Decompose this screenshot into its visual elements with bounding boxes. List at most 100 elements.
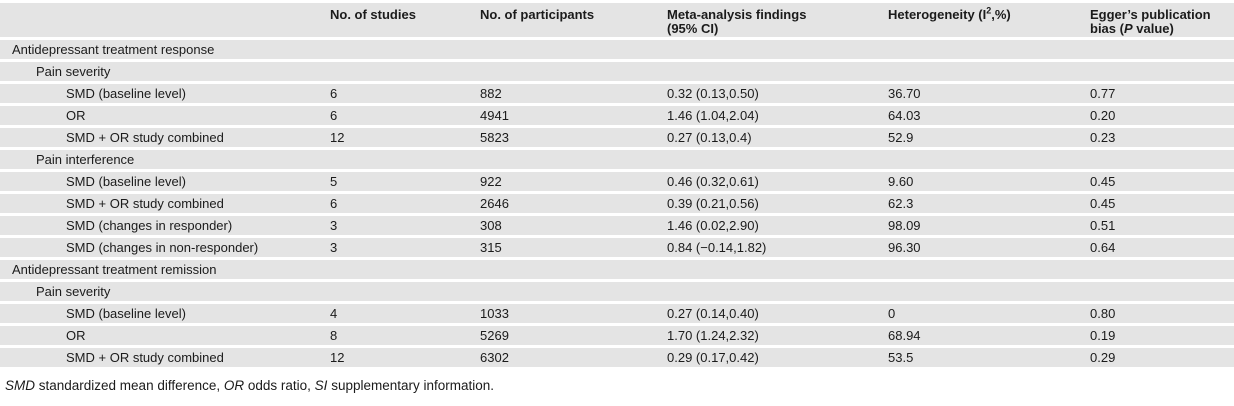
cell-meta-analysis-findings: 0.29 (0.17,0.42)	[667, 348, 888, 367]
cell-no-of-participants: 922	[480, 172, 667, 191]
col-header-no-of-studies: No. of studies	[330, 3, 480, 37]
cell-meta-analysis-findings	[667, 62, 888, 81]
cell-heterogeneity	[888, 260, 1090, 279]
section-row: Pain severity	[0, 62, 1234, 81]
table-row: SMD + OR study combined 6 2646 0.39 (0.21,0…	[0, 194, 1234, 213]
cell-egger-p-value: 0.45	[1090, 194, 1234, 213]
p-value-italic: P	[1123, 21, 1133, 36]
col-header-row-label	[0, 3, 330, 37]
header-findings-line1: Meta-analysis findings	[667, 7, 807, 22]
cell-heterogeneity	[888, 150, 1090, 169]
cell-heterogeneity: 36.70	[888, 84, 1090, 103]
table-row: OR 6 4941 1.46 (1.04,2.04) 64.03 0.20	[0, 106, 1234, 125]
cell-egger-p-value: 0.51	[1090, 216, 1234, 235]
row-label: SMD (baseline level)	[0, 172, 330, 191]
cell-egger-p-value: 0.77	[1090, 84, 1234, 103]
table-row: SMD (baseline level) 6 882 0.32 (0.13,0.50)…	[0, 84, 1234, 103]
cell-heterogeneity	[888, 40, 1090, 59]
cell-no-of-participants	[480, 282, 667, 301]
cell-meta-analysis-findings: 0.46 (0.32,0.61)	[667, 172, 888, 191]
cell-no-of-participants: 5823	[480, 128, 667, 147]
row-label: Antidepressant treatment remission	[0, 260, 330, 279]
cell-heterogeneity	[888, 282, 1090, 301]
cell-no-of-participants: 5269	[480, 326, 667, 345]
cell-heterogeneity	[888, 62, 1090, 81]
header-egger-line1: Egger’s publication	[1090, 7, 1211, 22]
cell-meta-analysis-findings: 0.84 (−0.14,1.82)	[667, 238, 888, 257]
cell-egger-p-value	[1090, 40, 1234, 59]
table-row: SMD (changes in non-responder) 3 315 0.84 (…	[0, 238, 1234, 257]
table-row: SMD (changes in responder) 3 308 1.46 (0.02…	[0, 216, 1234, 235]
cell-egger-p-value: 0.23	[1090, 128, 1234, 147]
cell-meta-analysis-findings: 0.39 (0.21,0.56)	[667, 194, 888, 213]
cell-no-of-studies	[330, 282, 480, 301]
cell-meta-analysis-findings: 1.46 (1.04,2.04)	[667, 106, 888, 125]
cell-egger-p-value: 0.19	[1090, 326, 1234, 345]
table-row: OR 8 5269 1.70 (1.24,2.32) 68.94 0.19	[0, 326, 1234, 345]
cell-no-of-participants: 1033	[480, 304, 667, 323]
cell-heterogeneity: 9.60	[888, 172, 1090, 191]
cell-heterogeneity: 64.03	[888, 106, 1090, 125]
cell-no-of-studies: 4	[330, 304, 480, 323]
row-label: Pain interference	[0, 150, 330, 169]
cell-no-of-studies: 5	[330, 172, 480, 191]
cell-no-of-participants: 4941	[480, 106, 667, 125]
col-header-heterogeneity: Heterogeneity (I2,%)	[888, 3, 1090, 37]
cell-egger-p-value	[1090, 260, 1234, 279]
cell-no-of-studies: 12	[330, 128, 480, 147]
cell-no-of-studies: 6	[330, 106, 480, 125]
cell-meta-analysis-findings: 1.70 (1.24,2.32)	[667, 326, 888, 345]
cell-no-of-participants	[480, 40, 667, 59]
i-squared-superscript: 2	[986, 5, 992, 16]
row-label: OR	[0, 106, 330, 125]
cell-meta-analysis-findings: 0.27 (0.14,0.40)	[667, 304, 888, 323]
cell-no-of-studies: 3	[330, 216, 480, 235]
abbr-si: SI	[314, 378, 328, 393]
cell-heterogeneity: 0	[888, 304, 1090, 323]
cell-egger-p-value: 0.29	[1090, 348, 1234, 367]
row-label: Antidepressant treatment response	[0, 40, 330, 59]
cell-meta-analysis-findings	[667, 282, 888, 301]
abbr-smd: SMD	[5, 378, 35, 393]
cell-no-of-studies: 8	[330, 326, 480, 345]
cell-no-of-studies: 12	[330, 348, 480, 367]
table-body: Antidepressant treatment response Pain se…	[0, 40, 1234, 367]
section-row: Antidepressant treatment remission	[0, 260, 1234, 279]
cell-meta-analysis-findings: 0.32 (0.13,0.50)	[667, 84, 888, 103]
section-row: Antidepressant treatment response	[0, 40, 1234, 59]
header-row: No. of studies No. of participants Meta-…	[0, 3, 1234, 37]
cell-meta-analysis-findings	[667, 150, 888, 169]
table-row: SMD (baseline level) 5 922 0.46 (0.32,0.61)…	[0, 172, 1234, 191]
cell-egger-p-value: 0.64	[1090, 238, 1234, 257]
cell-egger-p-value: 0.45	[1090, 172, 1234, 191]
cell-meta-analysis-findings: 0.27 (0.13,0.4)	[667, 128, 888, 147]
table-row: SMD (baseline level) 4 1033 0.27 (0.14,0.40…	[0, 304, 1234, 323]
col-header-no-of-participants: No. of participants	[480, 3, 667, 37]
header-findings-line2: (95% CI)	[667, 21, 719, 36]
cell-no-of-participants	[480, 150, 667, 169]
row-label: SMD (changes in responder)	[0, 216, 330, 235]
cell-no-of-participants	[480, 260, 667, 279]
cell-no-of-studies	[330, 62, 480, 81]
row-label: OR	[0, 326, 330, 345]
cell-egger-p-value	[1090, 282, 1234, 301]
table-row: SMD + OR study combined 12 5823 0.27 (0.13,…	[0, 128, 1234, 147]
row-label: Pain severity	[0, 282, 330, 301]
cell-no-of-participants: 2646	[480, 194, 667, 213]
cell-egger-p-value: 0.20	[1090, 106, 1234, 125]
abbr-or: OR	[223, 378, 245, 393]
col-header-eggers-bias: Egger’s publication bias (P value)	[1090, 3, 1234, 37]
cell-heterogeneity: 62.3	[888, 194, 1090, 213]
cell-egger-p-value: 0.80	[1090, 304, 1234, 323]
cell-egger-p-value	[1090, 62, 1234, 81]
cell-no-of-participants: 6302	[480, 348, 667, 367]
cell-heterogeneity: 53.5	[888, 348, 1090, 367]
cell-heterogeneity: 98.09	[888, 216, 1090, 235]
cell-no-of-participants	[480, 62, 667, 81]
section-row: Pain severity	[0, 282, 1234, 301]
cell-meta-analysis-findings	[667, 40, 888, 59]
meta-analysis-table: No. of studies No. of participants Meta-…	[0, 3, 1234, 367]
cell-egger-p-value	[1090, 150, 1234, 169]
cell-no-of-participants: 308	[480, 216, 667, 235]
